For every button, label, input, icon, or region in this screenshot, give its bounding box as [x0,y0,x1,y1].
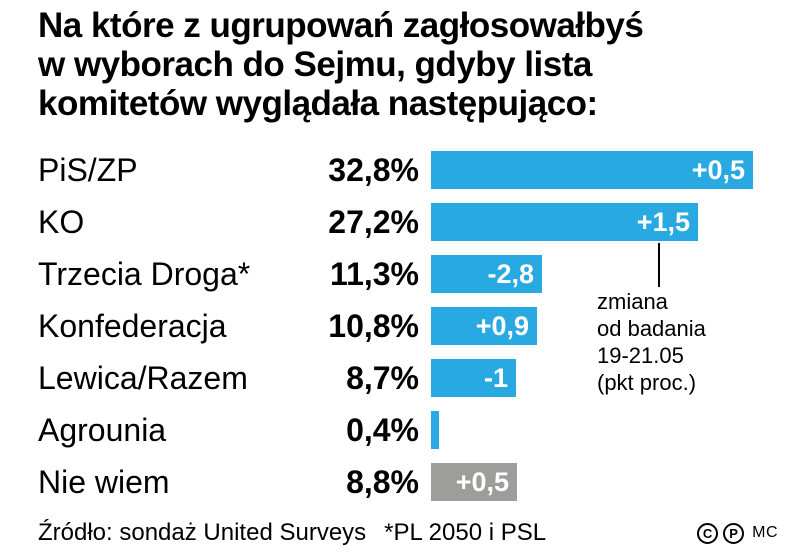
party-percentage: 8,7% [346,359,419,396]
party-percentage: 11,3% [330,255,419,292]
chart-row: PiS/ZP 32,8% +0,5 [38,144,778,196]
bar: +0,5 [431,151,753,189]
bar: -2,8 [431,255,542,293]
party-percentage: 0,4% [346,411,419,448]
party-label: Lewica/Razem [38,359,248,396]
annotation-pointer-line [658,243,660,287]
chart-title: Na które z ugrupowań zagłosowałbyś w wyb… [38,6,644,123]
change-label: +0,5 [455,466,509,497]
change-label: -2,8 [487,258,534,289]
party-label: Konfederacja [38,307,227,344]
bar: +0,5 [431,463,517,501]
copyright-icon: C [697,522,719,544]
party-label: PiS/ZP [38,151,138,188]
change-label: +1,5 [636,206,690,237]
party-percentage: 8,8% [346,463,419,500]
phonogram-icon: P [723,522,745,544]
party-label: Agrounia [38,411,167,448]
source-text: Źródło: sondaż United Surveys [38,519,367,546]
chart-row: KO 27,2% +1,5 [38,196,778,248]
chart-row: Nie wiem 8,8% +0,5 [38,456,778,508]
chart-rows: PiS/ZP 32,8% +0,5 KO 27,2% +1,5 Trzecia Droga*… [38,144,778,508]
bar-area: +0,9 [431,307,778,345]
party-percentage: 32,8% [328,151,419,188]
bar-area: +0,5 [431,463,778,501]
credits: C P MC [697,522,778,544]
credit-initials: MC [752,524,778,541]
party-label: Nie wiem [38,463,170,500]
bar-area: +1,5 [431,203,778,241]
footer: Źródło: sondaż United Surveys *PL 2050 i… [38,519,778,547]
bar [431,411,439,449]
bar: +1,5 [431,203,698,241]
bar-area: -1 [431,359,778,397]
change-label: -1 [483,362,508,393]
party-percentage: 27,2% [328,203,419,240]
annotation-text: zmiana od badania 19-21.05 (pkt proc.) [597,289,706,395]
party-label: KO [38,203,85,240]
chart-row: Lewica/Razem 8,7% -1 [38,352,778,404]
party-label: Trzecia Droga* [38,255,251,292]
chart-row: Trzecia Droga* 11,3% -2,8 [38,248,778,300]
bar: -1 [431,359,516,397]
chart-row: Agrounia 0,4% [38,404,778,456]
party-percentage: 10,8% [328,307,419,344]
change-label: +0,9 [475,310,529,341]
change-label: +0,5 [691,154,745,185]
bar-area: -2,8 [431,255,778,293]
bar-area: +0,5 [431,151,778,189]
footnote-text: *PL 2050 i PSL [384,519,547,546]
bar: +0,9 [431,307,537,345]
chart-row: Konfederacja 10,8% +0,9 [38,300,778,352]
bar-area [431,411,778,449]
